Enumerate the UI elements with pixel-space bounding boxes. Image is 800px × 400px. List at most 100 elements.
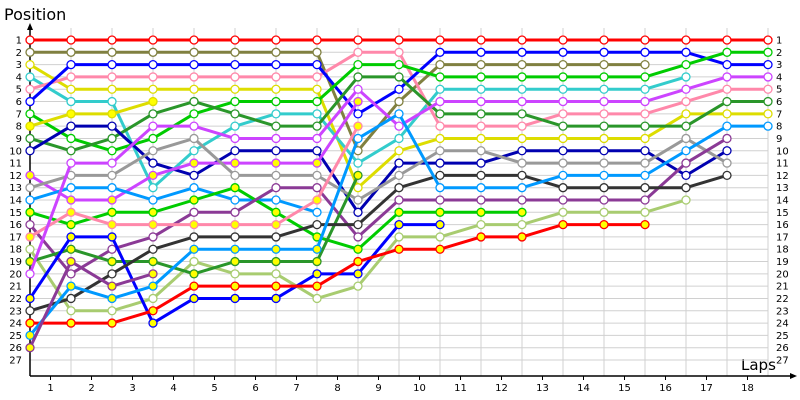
y-tick-label-right: 20 [776,269,789,280]
data-point [722,133,732,144]
data-point [722,158,732,168]
data-point [558,72,568,82]
data-point [353,59,363,70]
data-point [107,47,117,57]
data-point [722,109,732,119]
y-tick-label-right: 25 [776,331,789,342]
x-tick-label: 16 [659,383,672,394]
data-point [271,35,281,45]
data-point [558,84,568,94]
data-point [763,47,773,57]
data-point [353,133,363,144]
data-point [271,158,281,168]
data-point [640,146,650,156]
data-point [189,232,199,242]
data-point [271,244,281,254]
data-point [230,35,240,45]
x-tick-label: 13 [536,383,549,394]
data-point [25,244,35,254]
data-point [312,146,322,156]
data-point [681,170,691,181]
data-point [558,195,568,205]
data-point [640,72,650,82]
data-point [148,96,158,107]
data-point [66,244,76,254]
y-tick-label-right: 5 [776,85,782,96]
data-point [640,219,650,230]
data-point [189,244,199,254]
data-point [640,170,650,181]
data-point [558,170,568,181]
data-point [353,281,363,291]
data-point [722,72,732,82]
data-point [66,183,76,193]
data-point [107,84,117,94]
data-point [312,59,322,70]
data-point [763,84,773,94]
data-point [353,195,363,205]
y-tick-label-right: 16 [776,220,789,231]
data-point [353,232,363,242]
data-point [681,195,691,205]
series-11 [25,96,363,205]
data-point [640,133,650,144]
data-point [353,256,363,267]
x-tick-label: 3 [129,383,135,394]
data-point [66,281,76,291]
data-point [148,35,158,45]
data-point [189,84,199,94]
data-point [271,256,281,267]
data-point [722,146,732,156]
data-point [517,35,527,45]
data-point [394,207,404,217]
data-point [722,96,732,107]
data-point [435,170,445,181]
y-tick-label-left: 2 [16,48,22,59]
data-point [271,72,281,82]
data-point [312,133,322,144]
y-tick-label-right: 1 [776,36,782,47]
data-point [558,109,568,119]
data-point [681,96,691,107]
data-point [107,269,117,279]
data-point [599,35,609,45]
data-point [25,219,35,230]
y-tick-label-left: 6 [16,97,22,108]
data-point [640,109,650,119]
series-7 [25,47,773,156]
data-point [25,195,35,205]
data-point [230,84,240,94]
data-point [558,207,568,217]
data-point [148,84,158,94]
series-lines [25,35,773,353]
data-point [107,121,117,131]
data-point [517,146,527,156]
data-point [271,195,281,205]
data-point [394,219,404,230]
data-point [394,84,404,94]
data-point [353,219,363,230]
data-point [353,207,363,217]
x-tick-label: 18 [741,383,754,394]
data-point [681,146,691,156]
data-point [353,121,363,131]
data-point [271,170,281,181]
data-point [353,244,363,254]
series-24 [25,256,158,353]
series-line [29,173,728,313]
data-point [148,47,158,57]
data-point [312,281,322,291]
data-point [148,146,158,156]
data-point [25,183,35,193]
data-point [599,133,609,144]
data-point [312,84,322,94]
data-point [25,207,35,217]
data-point [25,170,35,181]
data-point [476,35,486,45]
data-point [25,84,35,94]
data-point [107,158,117,168]
y-tick-label-right: 8 [776,122,782,133]
series-18 [25,170,363,279]
